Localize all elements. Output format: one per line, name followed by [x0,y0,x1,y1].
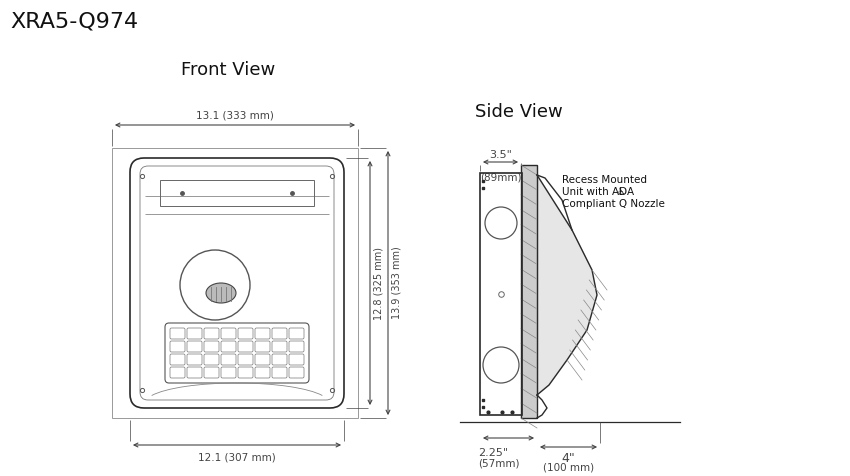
Text: Recess Mounted: Recess Mounted [562,175,647,185]
Text: 4": 4" [562,452,575,465]
Text: 13.1 (333 mm): 13.1 (333 mm) [196,110,274,120]
Text: Compliant Q Nozzle: Compliant Q Nozzle [562,199,665,209]
Bar [521,165,537,418]
Text: (89mm): (89mm) [479,172,521,182]
Bar [112,148,358,418]
Bar [160,180,314,206]
Ellipse shape [206,283,236,303]
Text: Front View: Front View [181,61,275,79]
Text: 12.8 (325 mm): 12.8 (325 mm) [374,247,384,319]
Polygon shape [537,175,597,395]
Text: (57mm): (57mm) [478,458,519,468]
Text: 3.5": 3.5" [489,150,512,160]
Bar [480,173,522,415]
Text: Unit with ADA: Unit with ADA [562,187,634,197]
Text: XRA5-Q974: XRA5-Q974 [10,12,138,32]
Text: Side View: Side View [475,103,563,121]
Text: 2.25": 2.25" [478,448,508,458]
Text: ♿: ♿ [617,187,626,197]
Text: 13.9 (353 mm): 13.9 (353 mm) [392,247,402,319]
Text: 12.1 (307 mm): 12.1 (307 mm) [198,452,276,462]
Text: (100 mm): (100 mm) [543,463,594,473]
